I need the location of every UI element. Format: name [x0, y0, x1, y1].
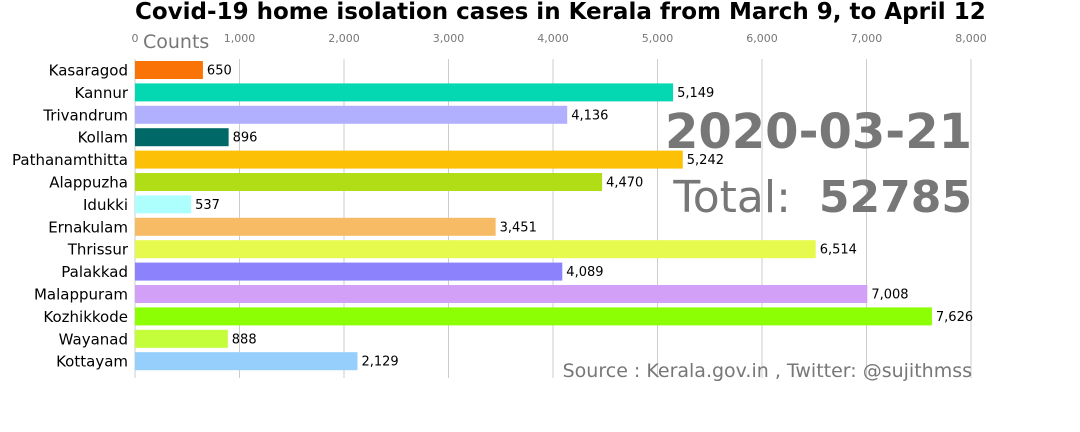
x-tick-label: 4,000 [537, 32, 569, 45]
bar [135, 83, 674, 102]
category-label: Kasaragod [49, 62, 128, 80]
x-tick-label: 0 [132, 32, 139, 45]
category-label: Kottayam [56, 353, 128, 371]
value-label: 5,242 [687, 153, 724, 168]
value-label: 896 [233, 131, 258, 146]
category-label: Kozhikkode [43, 308, 128, 326]
bar [135, 285, 868, 303]
total-value: 52785 [818, 172, 972, 223]
category-label: Kollam [78, 129, 128, 147]
value-label: 537 [195, 198, 220, 213]
bar [135, 195, 192, 214]
category-label: Ernakulam [48, 218, 128, 236]
x-tick-label: 3,000 [433, 32, 465, 45]
value-label: 650 [207, 64, 232, 79]
category-label: Malappuram [34, 286, 128, 304]
bar [135, 217, 496, 236]
source-label: Source : Kerala.gov.in , Twitter: @sujit… [562, 360, 972, 382]
x-tick-label: 6,000 [746, 32, 778, 45]
value-labels: 650 5,149 4,136 896 5,242 4,470 537 3,451 6,514 4… [195, 64, 973, 370]
value-label: 3,451 [500, 220, 537, 235]
x-tick-label: 7,000 [851, 32, 883, 45]
bar [135, 61, 203, 79]
bar [135, 307, 932, 326]
total-label: Total: [673, 172, 791, 223]
x-axis-label: Counts [143, 31, 210, 53]
category-label: Pathanamthitta [12, 151, 128, 169]
bar [135, 150, 683, 169]
chart-title: Covid-19 home isolation cases in Kerala … [135, 0, 986, 25]
bar [135, 128, 229, 147]
category-label: Wayanad [59, 330, 128, 348]
category-label: Kannur [75, 84, 129, 102]
bars [135, 61, 932, 371]
bar [135, 173, 603, 191]
x-tick-label: 8,000 [955, 32, 987, 45]
value-label: 5,149 [677, 86, 714, 101]
bar [135, 329, 228, 348]
bar [135, 105, 568, 124]
value-label: 7,626 [936, 310, 973, 325]
category-label: Idukki [83, 196, 128, 214]
category-label: Trivandrum [42, 106, 128, 124]
value-label: 2,129 [361, 355, 398, 370]
bar [135, 352, 358, 371]
x-axis-ticks: 0 1,000 2,000 3,000 4,000 5,000 6,000 7,000 8,00… [132, 32, 987, 45]
total-row: Total: 52785 [673, 172, 972, 223]
x-tick-label: 5,000 [642, 32, 674, 45]
value-label: 4,136 [571, 108, 608, 123]
x-tick-label: 2,000 [328, 32, 360, 45]
category-label: Alappuzha [49, 174, 128, 192]
value-label: 6,514 [820, 243, 857, 258]
category-labels: Kasaragod Kannur Trivandrum Kollam Pathanamt… [12, 62, 129, 371]
value-label: 7,008 [871, 288, 908, 303]
x-tick-label: 1,000 [224, 32, 256, 45]
category-label: Thrissur [67, 241, 129, 259]
date-label: 2020-03-21 [664, 104, 972, 160]
value-label: 4,089 [566, 265, 603, 280]
value-label: 888 [232, 332, 257, 347]
value-label: 4,470 [606, 176, 643, 191]
bar [135, 262, 563, 281]
bar [135, 240, 816, 259]
category-label: Palakkad [61, 263, 128, 281]
